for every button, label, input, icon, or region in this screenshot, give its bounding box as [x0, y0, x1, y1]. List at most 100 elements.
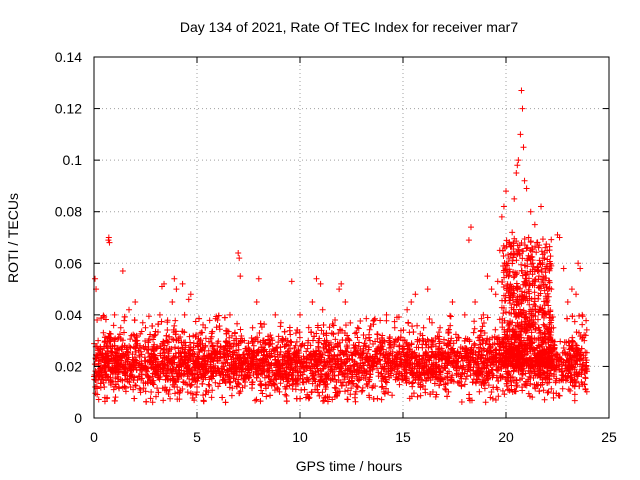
data-point — [378, 396, 385, 403]
data-point — [177, 349, 184, 356]
data-point — [435, 336, 442, 343]
data-point — [524, 320, 531, 327]
data-point — [220, 350, 227, 357]
data-point — [444, 370, 451, 377]
data-point — [518, 300, 525, 307]
data-point — [436, 349, 443, 356]
data-point — [467, 372, 474, 379]
data-point — [314, 324, 321, 331]
data-point — [116, 331, 123, 338]
data-point — [356, 364, 363, 371]
data-point — [535, 244, 542, 251]
data-point — [448, 377, 455, 384]
data-point — [320, 362, 327, 369]
data-point — [132, 382, 139, 389]
data-point — [361, 367, 368, 374]
data-point — [571, 376, 578, 383]
data-point — [548, 385, 555, 392]
data-point — [259, 390, 266, 397]
data-point — [111, 342, 118, 349]
data-point — [503, 357, 510, 364]
data-point — [180, 379, 187, 386]
data-point — [448, 359, 455, 366]
data-point — [145, 313, 152, 320]
data-point — [515, 299, 522, 306]
data-point — [513, 310, 520, 317]
data-point — [341, 330, 348, 337]
data-point — [250, 354, 257, 361]
data-point — [253, 374, 260, 381]
data-point — [335, 330, 342, 337]
data-point — [501, 326, 508, 333]
data-point — [133, 342, 140, 349]
data-point — [414, 322, 421, 329]
data-point — [295, 358, 302, 365]
data-point — [206, 317, 213, 324]
data-point — [467, 397, 474, 404]
data-point — [470, 329, 477, 336]
data-point — [366, 326, 373, 333]
data-point — [436, 382, 443, 389]
data-point — [369, 354, 376, 361]
data-point — [294, 368, 301, 375]
data-point — [420, 382, 427, 389]
data-point — [522, 271, 529, 278]
data-point — [102, 351, 109, 358]
data-point — [154, 329, 161, 336]
data-point — [507, 378, 514, 385]
data-point — [333, 392, 340, 399]
data-point — [426, 315, 433, 322]
data-point — [148, 350, 155, 357]
data-point — [442, 386, 449, 393]
data-point — [573, 357, 580, 364]
data-point — [557, 338, 564, 345]
data-point — [279, 335, 286, 342]
data-point — [147, 331, 154, 338]
data-point — [532, 362, 539, 369]
data-point — [510, 354, 517, 361]
data-point — [361, 340, 368, 347]
data-point — [510, 363, 517, 370]
data-point — [166, 333, 173, 340]
data-point — [307, 342, 314, 349]
data-point — [283, 383, 290, 390]
data-point — [169, 381, 176, 388]
data-point — [259, 337, 266, 344]
data-point — [341, 360, 348, 367]
data-point — [98, 315, 105, 322]
data-point — [461, 381, 468, 388]
data-point — [487, 394, 494, 401]
data-point — [447, 312, 454, 319]
data-point — [101, 313, 108, 320]
data-point — [283, 398, 290, 405]
data-point — [510, 274, 517, 281]
data-point — [484, 314, 491, 321]
data-point — [426, 367, 433, 374]
data-point — [157, 345, 164, 352]
data-point — [525, 334, 532, 341]
data-point — [262, 385, 269, 392]
data-point — [263, 393, 270, 400]
data-point — [519, 255, 526, 262]
data-point — [176, 389, 183, 396]
data-point — [426, 357, 433, 364]
data-point — [215, 383, 222, 390]
data-point — [406, 379, 413, 386]
data-point — [323, 345, 330, 352]
data-point — [380, 351, 387, 358]
data-point — [369, 362, 376, 369]
data-point — [378, 370, 385, 377]
data-point — [250, 336, 257, 343]
data-point — [458, 371, 465, 378]
data-point — [159, 358, 166, 365]
data-point — [490, 349, 497, 356]
data-point — [505, 323, 512, 330]
data-point — [528, 295, 535, 302]
data-point — [332, 389, 339, 396]
data-point — [349, 371, 356, 378]
data-point — [219, 394, 226, 401]
data-point — [303, 374, 310, 381]
data-point — [92, 376, 99, 383]
data-point — [475, 351, 482, 358]
data-point — [289, 357, 296, 364]
